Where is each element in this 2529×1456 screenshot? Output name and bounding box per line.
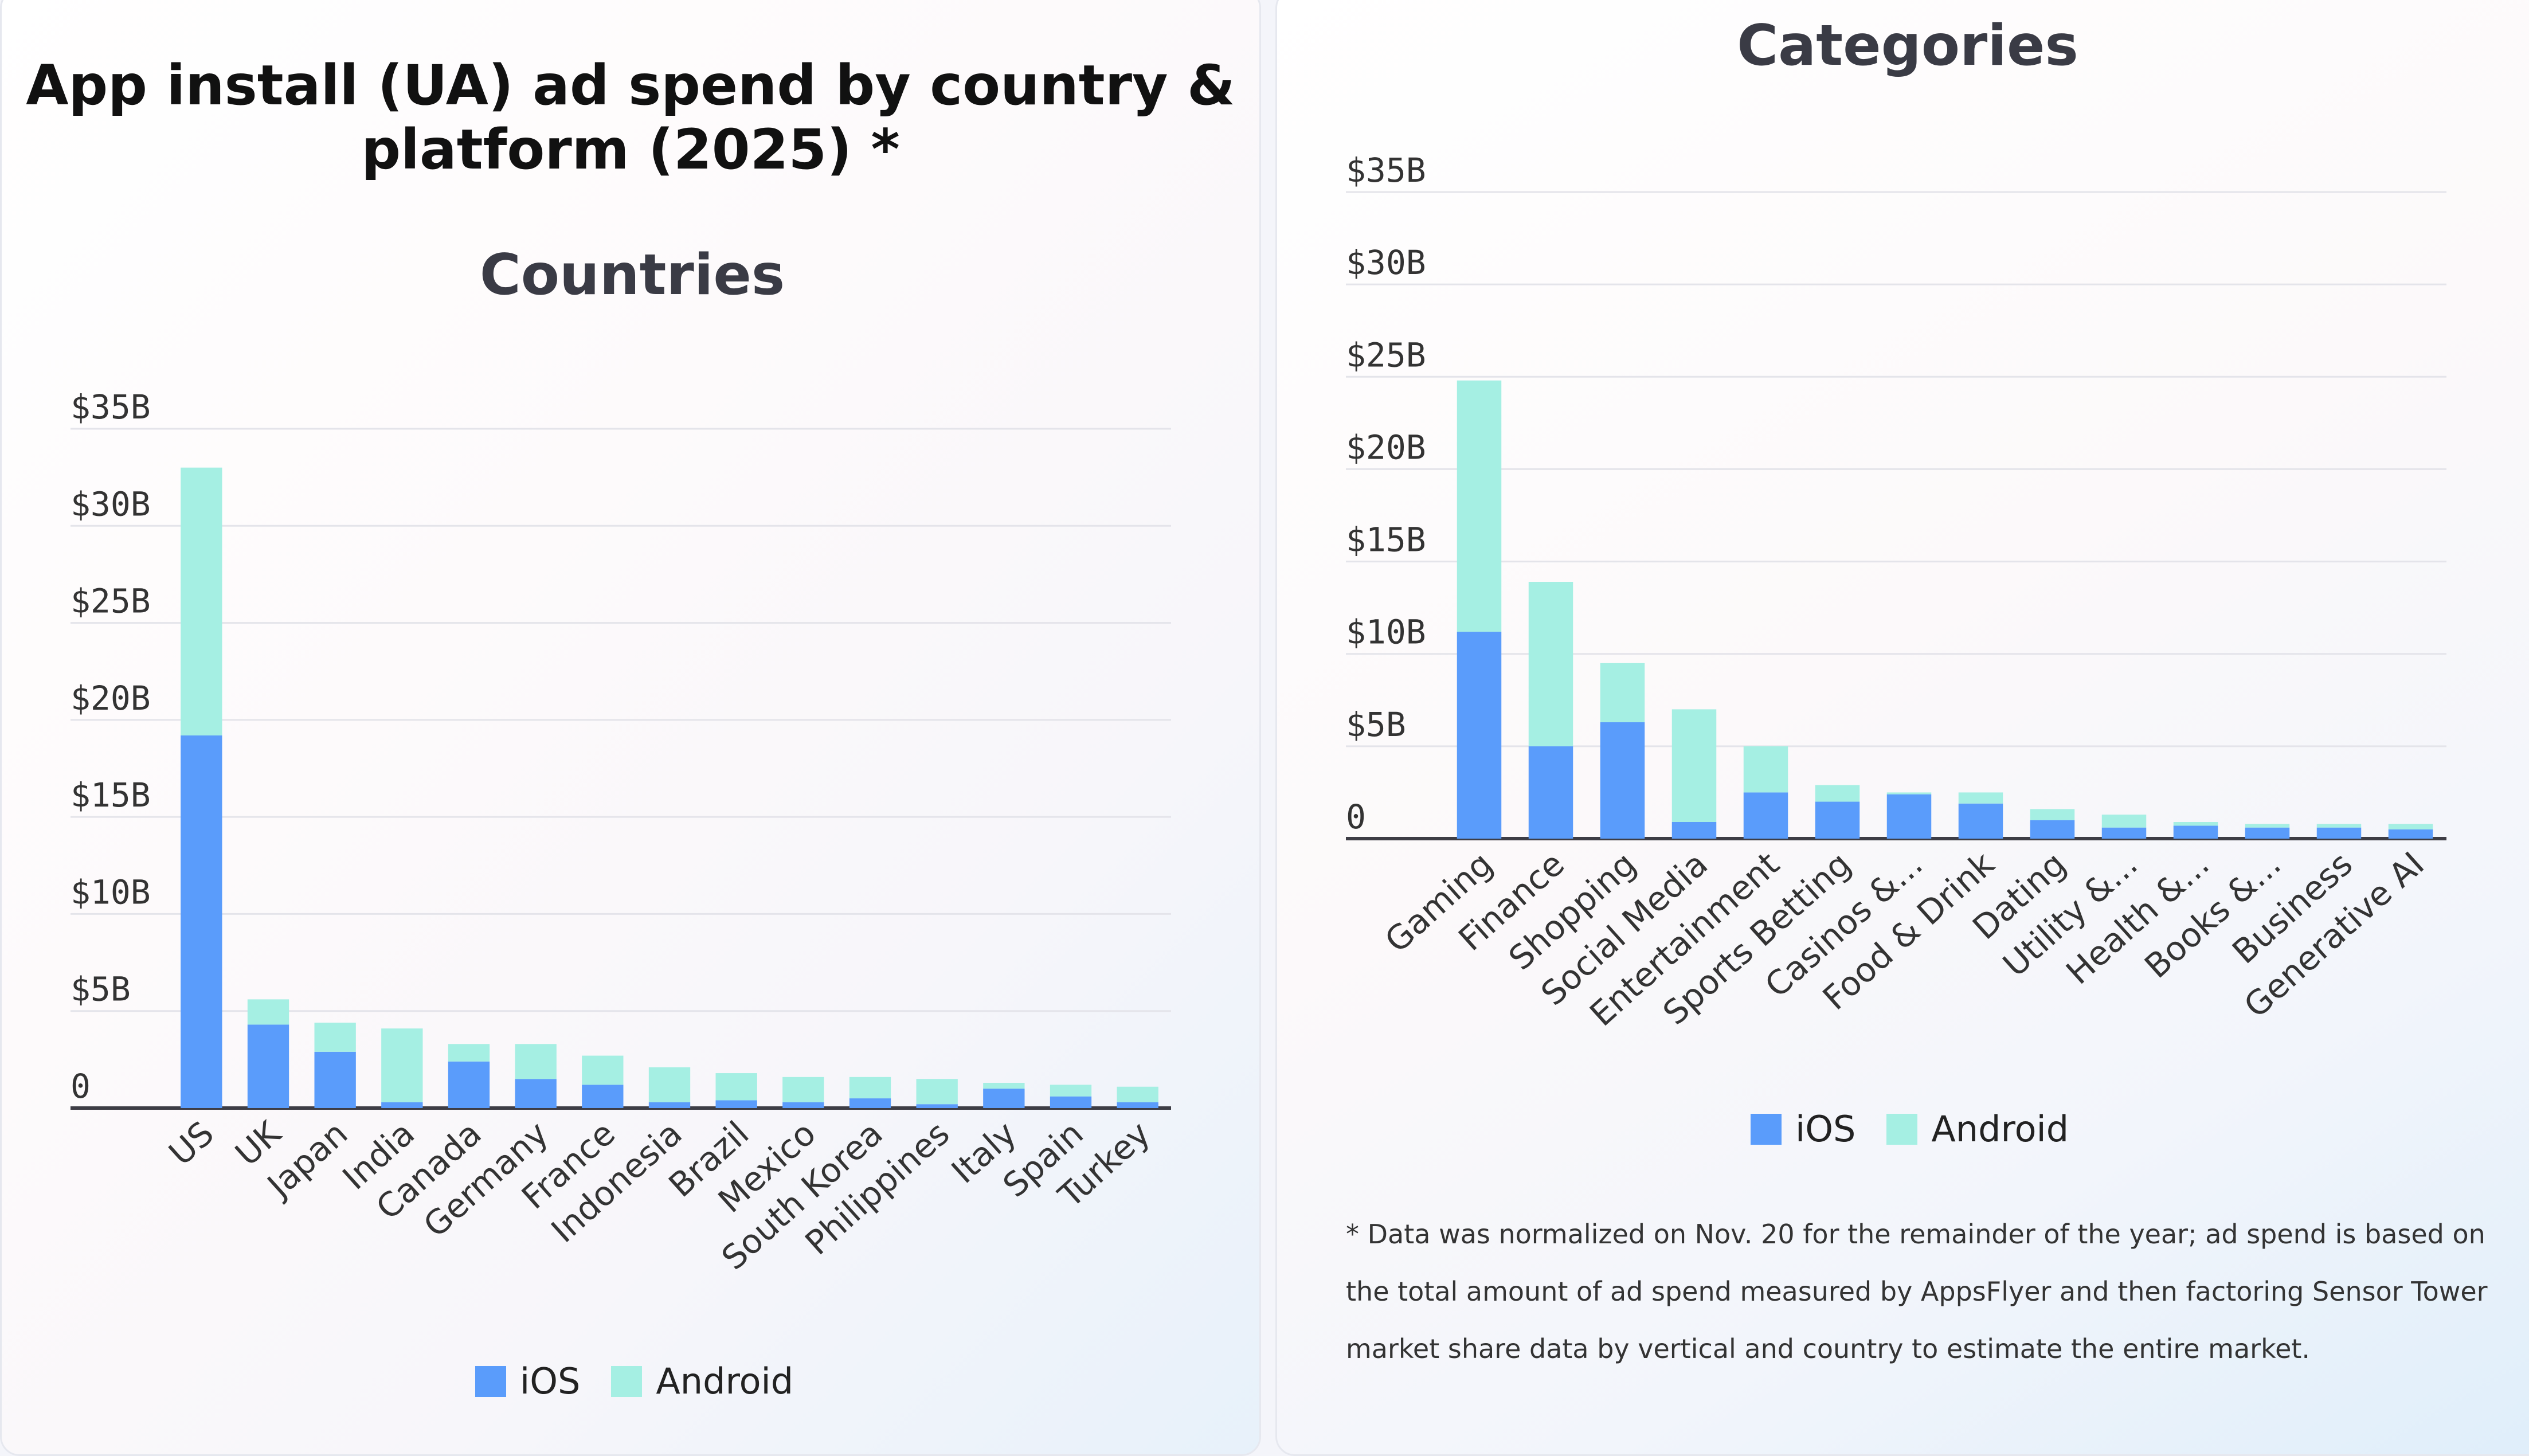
footnote: * Data was normalized on Nov. 20 for the… (1346, 1219, 2488, 1364)
bar-ios-sports-betting (1815, 801, 1860, 839)
page-title: App install (UA) ad spend by country & p… (26, 53, 1235, 182)
bar-ios-uk (247, 1024, 289, 1108)
ios-swatch (1751, 1113, 1782, 1145)
bar-android-dating (2030, 809, 2075, 820)
legend-label-android: Android (656, 1360, 794, 1402)
x-tick-label: US (162, 1114, 221, 1173)
y-tick-label: $25B (71, 582, 151, 621)
categories-panel: Categories 0 $5B $10B $15B $20B $25B $30B $35B G… (1275, 0, 2529, 1456)
bar-android-indonesia (648, 1067, 691, 1102)
legend-item-ios[interactable]: iOS (475, 1360, 580, 1402)
y-tick-label: $35B (71, 388, 151, 426)
bar-android-food-drink (1958, 792, 2003, 804)
bar-android-germany (515, 1044, 557, 1079)
y-tick-label: $20B (1346, 428, 1426, 467)
bar-android-business (2316, 824, 2362, 828)
bar-ios-italy (983, 1089, 1025, 1108)
bar-ios-health (2173, 825, 2218, 839)
bar-android-utility (2101, 815, 2147, 828)
y-tick-label: $10B (71, 872, 151, 911)
y-tick-label: $10B (1346, 613, 1426, 652)
bar-android-health (2173, 821, 2218, 826)
bar-ios-gaming (1457, 632, 1502, 839)
y-tick-label: $15B (1346, 520, 1426, 559)
countries-legend: iOS Android (475, 1360, 824, 1402)
bar-android-shopping (1600, 663, 1645, 722)
bar-ios-indonesia (648, 1102, 691, 1108)
android-swatch (611, 1365, 643, 1397)
y-tick-label: $35B (1346, 151, 1426, 190)
bar-ios-food-drink (1958, 803, 2003, 839)
bar-ios-generative-ai (2388, 829, 2433, 839)
bar-android-india (381, 1028, 423, 1102)
y-tick-label: $30B (1346, 243, 1426, 282)
bar-ios-books (2245, 827, 2290, 839)
bar-ios-social-media (1671, 821, 1717, 839)
y-tick-label: $15B (71, 776, 151, 815)
bar-android-books (2245, 824, 2290, 828)
legend-label-android: Android (1931, 1108, 2069, 1150)
bar-ios-turkey (1117, 1102, 1158, 1108)
ios-swatch (475, 1365, 506, 1397)
y-tick-label: $5B (71, 970, 131, 1009)
bar-ios-finance (1528, 746, 1573, 839)
categories-chart: 0$5B$10B$15B$20B$25B$30B$35BGamingFinanc… (1346, 151, 2446, 1034)
legend-item-android[interactable]: Android (1886, 1108, 2069, 1150)
bar-ios-india (381, 1102, 423, 1108)
bar-ios-us (181, 735, 222, 1108)
bar-ios-brazil (715, 1100, 757, 1108)
bar-android-social-media (1671, 709, 1717, 822)
bar-android-us (181, 467, 222, 735)
bar-android-finance (1528, 582, 1573, 746)
bar-android-south-korea (849, 1077, 891, 1099)
y-tick-label: $5B (1346, 705, 1406, 744)
bar-android-philippines (916, 1079, 958, 1105)
bar-android-france (582, 1055, 624, 1085)
bar-android-gaming (1457, 380, 1502, 632)
bar-ios-utility (2101, 827, 2147, 839)
y-tick-label: 0 (71, 1067, 91, 1106)
bar-android-turkey (1117, 1086, 1158, 1102)
bar-ios-france (582, 1085, 624, 1108)
legend-item-ios[interactable]: iOS (1751, 1108, 1855, 1150)
bar-ios-casinos (1886, 794, 1932, 839)
bar-android-mexico (782, 1077, 824, 1102)
bar-android-casinos (1886, 792, 1932, 794)
y-tick-label: $30B (71, 484, 151, 523)
bar-ios-entertainment (1743, 792, 1788, 839)
bar-ios-japan (314, 1051, 356, 1108)
bar-ios-spain (1050, 1096, 1092, 1108)
bar-ios-shopping (1600, 722, 1645, 839)
y-tick-label: 0 (1346, 797, 1366, 836)
legend-label-ios: iOS (1795, 1108, 1856, 1150)
bar-android-uk (247, 999, 289, 1025)
legend-label-ios: iOS (520, 1360, 581, 1402)
bar-android-italy (983, 1082, 1025, 1089)
bar-ios-canada (448, 1061, 490, 1108)
categories-chart-title: Categories (1737, 13, 2078, 79)
bar-android-brazil (715, 1073, 757, 1101)
countries-panel: App install (UA) ad spend by country & p… (0, 0, 1261, 1456)
android-swatch (1886, 1113, 1918, 1145)
bar-android-japan (314, 1023, 356, 1052)
legend-item-android[interactable]: Android (611, 1360, 793, 1402)
countries-chart-title: Countries (479, 242, 785, 308)
y-tick-label: $25B (1346, 335, 1426, 374)
bar-android-generative-ai (2388, 824, 2433, 829)
bar-android-sports-betting (1815, 785, 1860, 802)
bar-ios-south-korea (849, 1098, 891, 1108)
categories-legend: iOS Android (1751, 1108, 2100, 1150)
bar-ios-business (2316, 827, 2362, 839)
y-tick-label: $20B (71, 679, 151, 718)
bar-ios-mexico (782, 1102, 824, 1108)
bar-ios-philippines (916, 1104, 958, 1108)
bar-android-canada (448, 1044, 490, 1062)
bar-android-spain (1050, 1085, 1092, 1097)
bar-ios-dating (2030, 820, 2075, 839)
bar-android-entertainment (1743, 746, 1788, 793)
bar-ios-germany (515, 1079, 557, 1108)
